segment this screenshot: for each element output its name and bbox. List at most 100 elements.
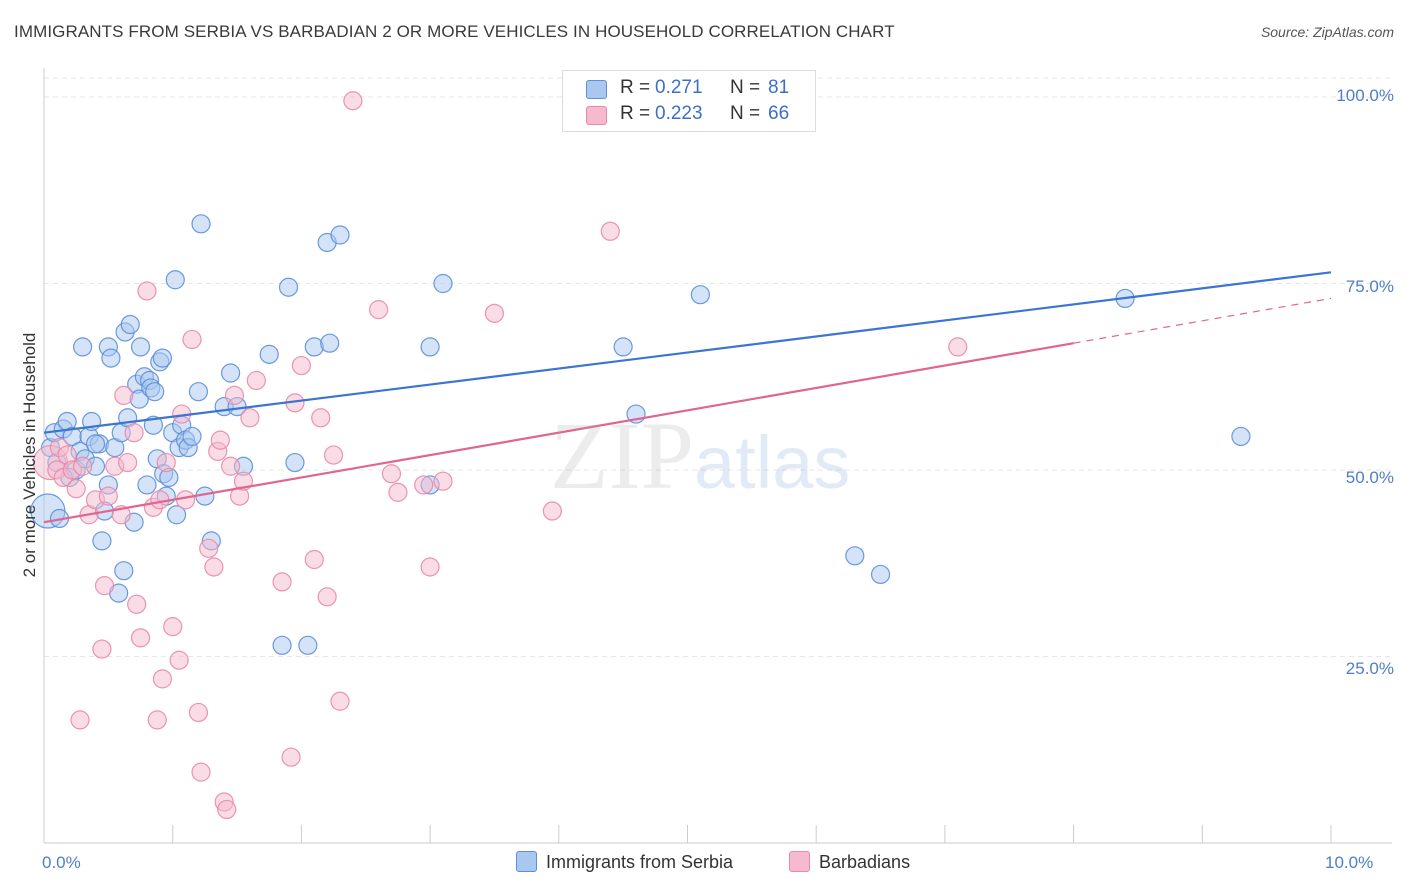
serbia-point [298,635,318,655]
stats-legend: R = 0.271 N = 81 R = 0.223 N = 66 [562,70,816,132]
serbia-point [166,505,187,525]
serbia-point [278,277,299,297]
barbadian-point [323,445,344,465]
barbadian-point [433,471,453,491]
serbia-point [433,273,453,294]
barbadian-point [191,762,211,782]
serbia-point [130,337,151,357]
n-value: 81 [768,77,790,98]
grid-lines [44,77,1392,657]
legend-swatch-barbadian [789,851,810,872]
serbia-point [420,337,440,357]
serbia-trend-line [43,271,1332,434]
n-label: N = [730,77,761,98]
serbia-point [152,348,173,368]
serbia-point [613,337,633,357]
serbia-point [182,426,202,447]
barbadian-point [169,650,189,670]
serbia-point [145,382,165,402]
barbadian-point [73,456,93,476]
watermark-zip: ZIP [550,402,694,509]
serbia-point [330,225,350,245]
barbadian-point [381,464,402,484]
serbia-point [120,314,140,335]
barbadian-trend-line [43,342,1074,524]
y-axis-label: 2 or more Vehicles in Household [20,332,39,578]
barbadian-point [124,423,144,443]
barbadian-point [600,221,620,241]
r-label: R = [620,103,651,124]
serbia-point [114,561,134,581]
barbadian-point [484,303,505,323]
watermark-atlas: atlas [694,421,851,504]
serbia-point [137,475,157,495]
serbia-point [165,270,185,290]
serbia-point [101,348,121,368]
barbadian-point [204,557,224,577]
y-tick-label: 50.0% [1345,468,1394,487]
n-label: N = [730,103,761,124]
barbadian-point [188,702,209,723]
barbadian-point [127,594,147,614]
barbadian-point [272,572,292,592]
legend-item-barbadian[interactable]: Barbadians [789,851,910,873]
barbadian-point [330,691,350,711]
legend-label-serbia: Immigrants from Serbia [546,852,734,872]
serbia-point [92,531,112,551]
legend-swatch-barbadian [586,106,607,125]
barbadian-point [130,628,151,648]
barbadian-point [92,639,112,659]
serbia-point [1231,426,1251,447]
x-tick-label-left: 0.0% [42,853,81,872]
barbadian-point [281,747,301,767]
barbadian-point [414,475,434,495]
serbia-point [73,337,93,357]
barbadian-point [175,490,196,510]
source-label: Source: ZipAtlas.com [1260,24,1394,40]
chart-title: IMMIGRANTS FROM SERBIA VS BARBADIAN 2 OR… [14,22,895,41]
barbadian-point [246,370,266,391]
serbia-point [272,635,292,655]
barbadian-point [217,799,237,820]
y-tick-label: 75.0% [1345,277,1394,296]
barbadian-point [311,408,331,428]
r-value: 0.271 [655,77,703,98]
y-tick-label: 25.0% [1345,659,1394,678]
barbadian-point [163,617,183,637]
serbia-point [188,382,209,402]
barbadian-point [70,710,90,730]
legend-swatch-serbia [516,851,537,872]
barbadian-point [152,669,173,689]
barbadian-point [210,430,230,450]
barbadian-point [224,385,245,405]
legend-item-serbia[interactable]: Immigrants from Serbia [516,851,733,873]
legend-swatch-serbia [586,80,607,99]
barbadian-point [420,557,440,577]
barbadian-point [304,549,324,570]
barbadian-point [118,452,138,473]
serbia-point [285,452,305,473]
barbadian-point [542,501,562,521]
barbadian-point [199,538,219,558]
trend-lines [43,271,1332,524]
serbia-point [320,333,340,353]
barbadian-point [240,408,260,428]
barbadian-point [98,486,118,506]
barbadian-point [369,300,389,320]
y-tick-label: 100.0% [1336,86,1394,105]
barbadian-point [156,452,176,473]
serbia-point [845,546,865,566]
barbadian-point [182,329,202,350]
barbadian-point [114,385,134,405]
barbadian-points [32,91,968,820]
serbia-point [259,344,279,364]
barbadian-point [948,337,968,357]
barbadian-point [150,490,170,510]
barbadian-point [291,355,311,376]
barbadian-trend-line-dashed [1073,297,1332,344]
serbia-point [870,564,891,585]
barbadian-point [343,91,363,111]
n-value: 66 [768,103,790,124]
serbia-point [143,415,163,435]
